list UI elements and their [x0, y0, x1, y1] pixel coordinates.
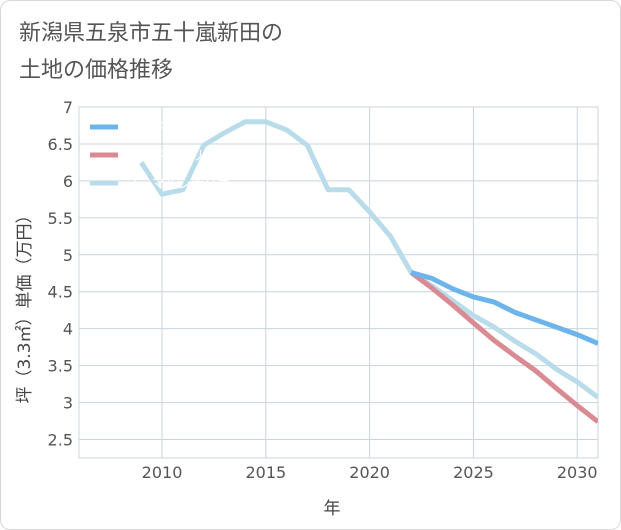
- x-tick-label: 2010: [142, 463, 183, 482]
- y-tick-label: 5: [63, 246, 73, 265]
- y-tick-label: 5.5: [48, 209, 73, 228]
- y-tick-label: 4: [63, 320, 73, 339]
- x-tick-label: 2025: [453, 463, 494, 482]
- x-axis: 2010 2015 2020 2025 2030: [142, 463, 598, 482]
- x-tick-label: 2030: [557, 463, 598, 482]
- y-tick-label: 6: [63, 172, 73, 191]
- legend-label-2: ノーマルシナリオ: [126, 177, 230, 192]
- grid: [78, 106, 599, 459]
- y-tick-label: 7: [63, 98, 73, 117]
- legend-label-0: グッドシナリオ: [126, 121, 217, 136]
- series-line-0: [410, 270, 598, 346]
- y-tick-label: 6.5: [48, 135, 73, 154]
- y-tick-label: 3.5: [48, 357, 73, 376]
- y-tick-label: 4.5: [48, 283, 73, 302]
- x-tick-label: 2015: [245, 463, 286, 482]
- y-tick-label: 2.5: [48, 431, 73, 450]
- chart-title: 新潟県五泉市五十嵐新田の 土地の価格推移: [19, 15, 419, 89]
- x-tick-label: 2020: [349, 463, 390, 482]
- y-axis: 2.5 3 3.5 4 4.5 5 5.5 6 6.5 7: [48, 98, 73, 450]
- y-axis-label: 坪（3.3㎡）単価（万円）: [15, 206, 35, 403]
- chart-title-line1: 新潟県五泉市五十嵐新田の: [19, 21, 284, 46]
- series-line-1: [409, 270, 598, 424]
- chart-title-line2: 土地の価格推移: [19, 58, 174, 83]
- legend-label-1: バッドシナリオ: [126, 149, 217, 164]
- x-axis-label: 年: [324, 499, 341, 519]
- series-line-2: [139, 119, 598, 400]
- series-lines: [139, 119, 598, 424]
- y-tick-label: 3: [63, 394, 73, 413]
